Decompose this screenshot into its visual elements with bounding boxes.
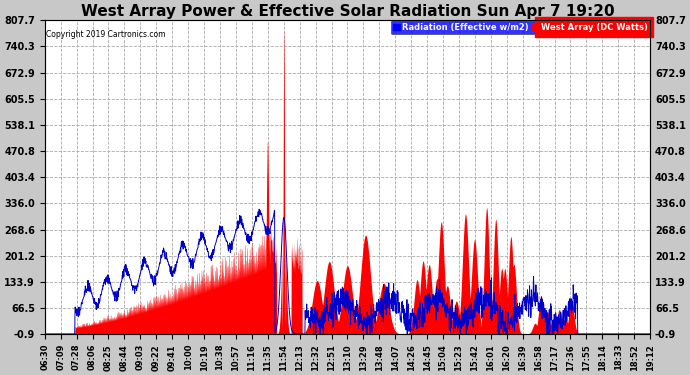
Title: West Array Power & Effective Solar Radiation Sun Apr 7 19:20: West Array Power & Effective Solar Radia… <box>81 4 614 19</box>
Text: Copyright 2019 Cartronics.com: Copyright 2019 Cartronics.com <box>46 30 166 39</box>
Legend: Radiation (Effective w/m2), West Array (DC Watts): Radiation (Effective w/m2), West Array (… <box>391 20 650 34</box>
